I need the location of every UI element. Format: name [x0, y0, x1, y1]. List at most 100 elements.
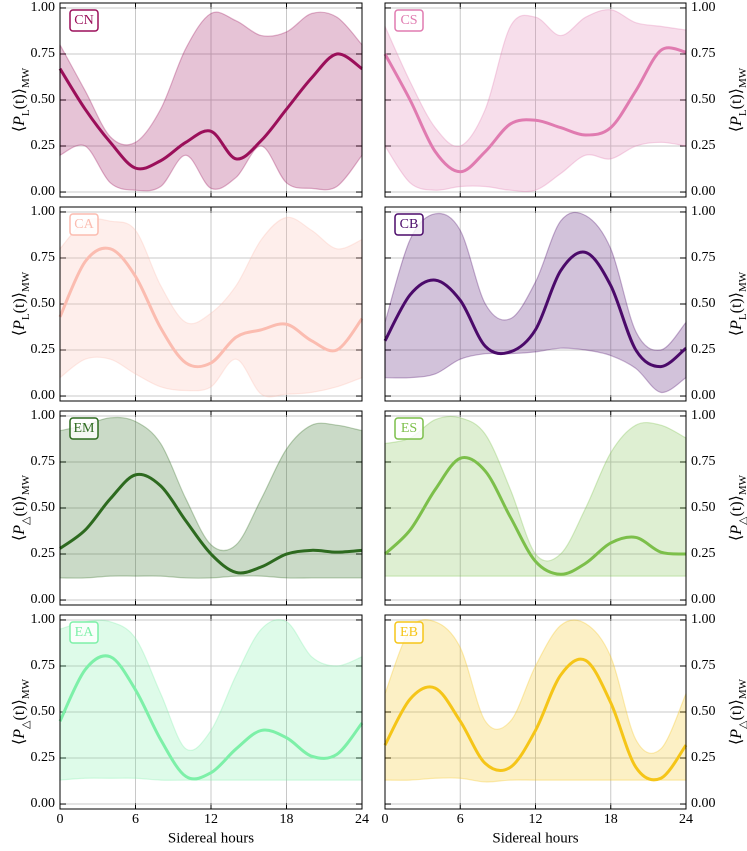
y-label-part: ⟨	[11, 535, 28, 541]
mean-line	[383, 657, 688, 782]
panel: 0.00 0.25 0.50 0.75 1.00 CS ⟨PL(t)⟩MW	[383, 0, 747, 199]
tag-label: EM	[74, 421, 96, 436]
mean-line	[383, 46, 687, 174]
y-tick-label: 0.50	[691, 296, 716, 311]
y-tick-label: 0.75	[691, 454, 716, 469]
x-tick-label: 18	[280, 812, 294, 827]
y-tick-label: 1.00	[691, 0, 716, 15]
y-tick-label: 1.00	[691, 204, 716, 219]
y-label-part: ⟨	[728, 739, 745, 745]
x-tick-label: 12	[204, 812, 218, 827]
y-tick-label: 0.00	[691, 592, 716, 607]
tag-box	[394, 417, 424, 440]
axes-frame	[59, 206, 363, 402]
y-label-part: MW	[737, 678, 747, 699]
y-label-part: (t)⟩	[11, 292, 28, 313]
y-label-part: ⟨	[11, 330, 28, 336]
y-label-part: ⟨	[728, 330, 745, 336]
axes-frame	[384, 410, 687, 606]
x-tick-label: 0	[57, 812, 64, 827]
y-label: ⟨P△(t)⟩MW	[11, 474, 32, 541]
axes-frame	[384, 206, 687, 402]
y-label-part: P	[11, 525, 28, 536]
panel: 0.00 0.25 0.50 0.75 1.00 EM ⟨P△(t)⟩MW	[11, 408, 363, 607]
tag-label: EA	[75, 625, 95, 640]
tag-box	[69, 9, 99, 32]
tag-label: ES	[401, 421, 417, 436]
y-label-part: P	[728, 116, 745, 127]
y-label-part: P	[728, 729, 745, 740]
tag-label: EB	[400, 625, 418, 640]
axes-frame	[59, 410, 363, 606]
x-tick-label: 24	[679, 812, 693, 827]
tag-box	[69, 213, 99, 236]
y-label-part: ⟨	[728, 535, 745, 541]
y-tick-label: 1.00	[691, 612, 716, 627]
y-label-part: (t)⟩	[11, 699, 28, 720]
y-label: ⟨P△(t)⟩MW	[728, 474, 747, 541]
x-label: Sidereal hours	[168, 830, 254, 846]
y-tick-label: 0.50	[31, 704, 56, 719]
y-label-part: (t)⟩	[728, 292, 745, 313]
y-tick-label: 1.00	[691, 408, 716, 423]
tag-label: CN	[74, 13, 93, 28]
y-tick-label: 0.00	[691, 388, 716, 403]
tag-box	[394, 621, 424, 644]
y-label: ⟨PL(t)⟩MW	[728, 271, 747, 336]
y-tick-label: 0.75	[31, 658, 56, 673]
y-label-part: MW	[737, 474, 747, 495]
y-tick-label: 0.00	[31, 796, 56, 811]
band	[59, 11, 363, 192]
y-tick-label: 0.75	[31, 250, 56, 265]
y-tick-label: 0.75	[31, 46, 56, 61]
x-tick-label: 12	[529, 812, 543, 827]
y-label-part: L	[20, 109, 32, 116]
tag-box	[69, 621, 99, 644]
y-tick-label: 0.00	[691, 796, 716, 811]
y-tick-label: 1.00	[31, 204, 56, 219]
y-tick-label: 0.50	[691, 500, 716, 515]
panel: 0.00 0.25 0.50 0.75 1.00 ES ⟨P△(t)⟩MW	[383, 408, 747, 607]
y-label-part: P	[728, 320, 745, 331]
x-tick-label: 24	[355, 812, 369, 827]
y-label-part: (t)⟩	[728, 699, 745, 720]
y-tick-label: 0.75	[691, 46, 716, 61]
y-tick-label: 0.00	[31, 184, 56, 199]
panel: 0.00 0.25 0.50 0.75 1.00 CA ⟨PL(t)⟩MW	[11, 204, 364, 403]
y-tick-label: 0.25	[691, 750, 716, 765]
y-tick-label: 1.00	[31, 612, 56, 627]
y-tick-label: 0.50	[31, 500, 56, 515]
mean-line	[58, 654, 364, 781]
y-tick-label: 0.00	[31, 592, 56, 607]
y-tick-label: 0.25	[691, 546, 716, 561]
y-label-part: P	[11, 116, 28, 127]
y-tick-label: 0.75	[691, 658, 716, 673]
y-label-part: △	[737, 516, 747, 525]
y-label-part: P	[11, 729, 28, 740]
y-tick-label: 0.50	[691, 92, 716, 107]
mean-line	[58, 246, 364, 369]
y-tick-label: 1.00	[31, 0, 56, 15]
axes-frame	[59, 2, 363, 198]
y-label-part: MW	[20, 678, 32, 699]
panel: 0 6 12 18 24 0.00 0.25 0.50 0.75 1.00 EA ⟨P△(t)⟩MW S…	[11, 612, 369, 846]
y-tick-label: 0.50	[31, 92, 56, 107]
y-label-part: (t)⟩	[728, 88, 745, 109]
y-tick-label: 0.25	[31, 342, 56, 357]
y-tick-label: 0.75	[31, 454, 56, 469]
y-label-part: △	[737, 720, 747, 729]
y-label-part: MW	[20, 474, 32, 495]
y-label: ⟨PL(t)⟩MW	[11, 67, 32, 132]
y-label-part: MW	[20, 271, 32, 292]
y-label-part: P	[728, 525, 745, 536]
y-label-part: ⟨	[11, 739, 28, 745]
y-label-part: (t)⟩	[728, 495, 745, 516]
panel: 0 6 12 18 240.00 0.25 0.50 0.75 1.00 EB ⟨P△(t)⟩MW S…	[382, 612, 747, 846]
x-tick-label: 6	[457, 812, 464, 827]
y-label-part: MW	[20, 67, 32, 88]
y-label-part: ⟨	[728, 126, 745, 132]
y-label-part: L	[737, 109, 747, 116]
tag-label: CB	[400, 217, 419, 232]
tag-box	[394, 213, 424, 236]
y-tick-label: 0.75	[691, 250, 716, 265]
